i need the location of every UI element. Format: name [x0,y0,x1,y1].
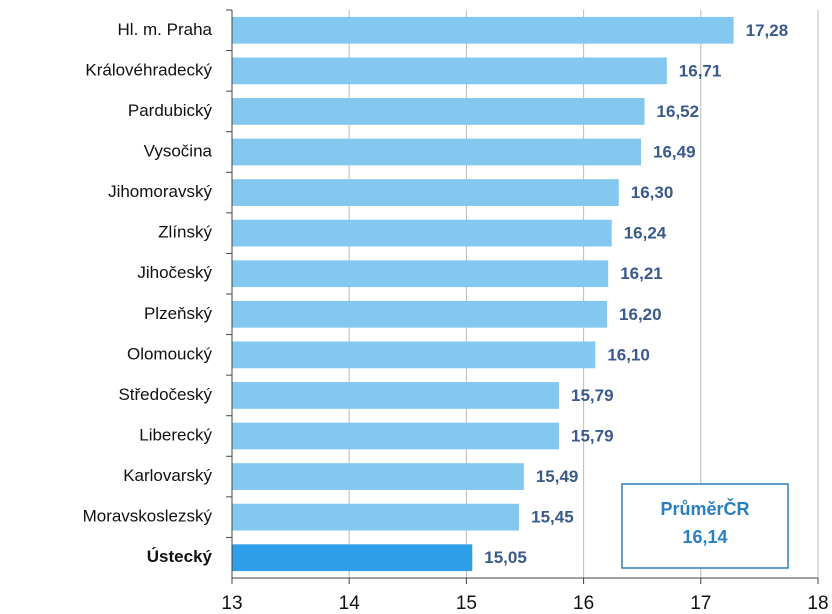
bar [232,503,520,531]
y-tick-label: Liberecký [139,425,212,444]
y-tick-label: Karlovarský [123,466,212,485]
y-tick-label: Jihomoravský [108,182,212,201]
bar [232,138,642,166]
y-tick-label: Zlínský [158,223,212,242]
value-label: 16,71 [679,61,722,80]
value-label: 15,49 [536,467,579,486]
x-tick-label: 16 [573,593,594,614]
value-label: 16,49 [653,142,696,161]
bar [232,463,524,490]
y-tick-label: Olomoucký [127,344,213,363]
bar [232,422,559,450]
bar [232,98,645,125]
x-tick-label: 17 [690,593,711,614]
bar [232,219,612,247]
value-label: 17,28 [746,21,789,40]
bar [232,16,734,44]
bar [232,544,473,572]
value-label: 15,05 [484,548,527,567]
bar [232,300,608,328]
bar [232,179,619,206]
x-tick-label: 13 [221,593,242,614]
bar [232,382,559,409]
value-label: 16,10 [607,345,650,364]
value-label: 15,79 [571,426,614,445]
annotation-title: PrůměrČR [660,498,749,519]
value-label: 16,24 [624,224,667,243]
y-tick-label: Ústecký [147,547,213,566]
bar [232,57,667,85]
y-tick-label: Středočeský [118,385,212,404]
x-tick-label: 15 [456,593,477,614]
y-tick-label: Pardubický [128,101,213,120]
y-tick-label: Plzeňský [144,304,213,323]
value-label: 16,21 [620,264,663,283]
value-label: 16,20 [619,305,662,324]
value-label: 15,79 [571,386,614,405]
x-tick-label: 14 [339,593,361,614]
value-label: 16,30 [631,183,674,202]
x-tick-label: 18 [807,593,828,614]
value-label: 15,45 [531,508,574,527]
annotation-value: 16,14 [682,527,727,547]
bar [232,341,596,369]
value-label: 16,52 [657,102,700,121]
bar [232,260,609,288]
y-tick-label: Hl. m. Praha [118,20,213,39]
y-tick-label: Moravskoslezský [83,507,213,526]
y-tick-label: Královéhradecký [85,60,212,79]
annotation-box [621,483,789,569]
y-tick-label: Jihočeský [137,263,212,282]
y-tick-label: Vysočina [144,141,213,160]
